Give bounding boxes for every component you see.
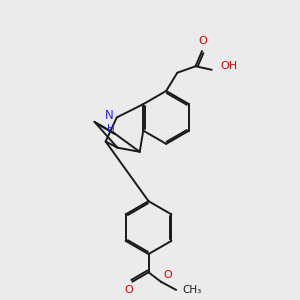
Text: O: O bbox=[124, 285, 133, 295]
Text: O: O bbox=[198, 36, 207, 46]
Text: H: H bbox=[107, 124, 115, 134]
Text: OH: OH bbox=[220, 61, 237, 71]
Text: CH₃: CH₃ bbox=[182, 285, 201, 295]
Text: N: N bbox=[104, 109, 113, 122]
Text: O: O bbox=[164, 270, 172, 280]
